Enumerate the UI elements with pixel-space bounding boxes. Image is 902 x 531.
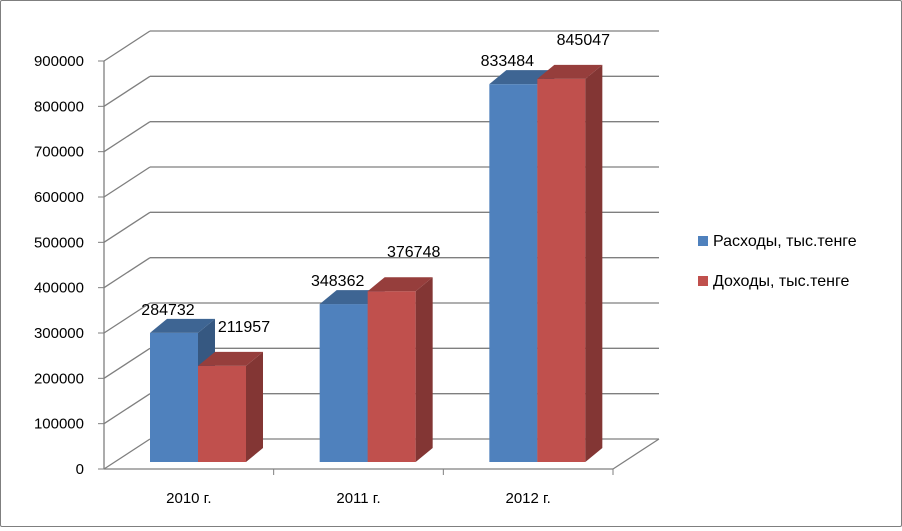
bar-side-1 xyxy=(585,64,603,463)
bar-top-0 xyxy=(150,318,215,333)
x-tick-label: 2010 г. xyxy=(166,490,211,507)
data-label: 845047 xyxy=(557,32,610,49)
y-tick-label: 400000 xyxy=(34,280,84,297)
x-tick-label: 2011 г. xyxy=(336,490,380,507)
y-tick-label: 800000 xyxy=(34,98,84,115)
bar-front-1 xyxy=(367,291,416,462)
bar-front-0 xyxy=(319,304,368,462)
data-label: 284732 xyxy=(141,302,194,319)
gridline-side xyxy=(103,166,151,198)
data-label: 833484 xyxy=(481,53,534,70)
y-tick-label: 700000 xyxy=(34,144,84,161)
y-tick-label: 100000 xyxy=(34,416,84,433)
bar-top-1 xyxy=(537,64,603,79)
gridline-side xyxy=(103,121,151,153)
y-tick-label: 200000 xyxy=(34,370,84,387)
y-tick-label: 0 xyxy=(76,461,84,478)
legend-label: Расходы, тыс.тенге xyxy=(713,233,857,250)
bar-front-1 xyxy=(537,78,586,463)
gridline-side xyxy=(103,30,151,62)
gridline-side xyxy=(103,211,151,243)
data-label: 211957 xyxy=(218,319,270,336)
legend-swatch xyxy=(698,276,708,286)
y-tick-label: 500000 xyxy=(34,234,84,251)
floor-right-edge xyxy=(612,438,660,470)
bar-front-0 xyxy=(150,332,198,462)
legend-label: Доходы, тыс.тенге xyxy=(713,273,849,290)
data-label: 376748 xyxy=(387,244,440,261)
bar-front-0 xyxy=(489,84,538,462)
x-tick-label: 2012 г. xyxy=(505,490,550,507)
gridline-side xyxy=(103,347,151,379)
data-label: 348362 xyxy=(311,273,364,290)
gridline-side xyxy=(103,438,151,470)
gridline-side xyxy=(103,302,151,334)
bar-top-1 xyxy=(367,277,433,292)
bar-side-1 xyxy=(415,277,433,462)
gridline-side xyxy=(103,257,151,289)
bar-top-1 xyxy=(198,351,263,366)
y-tick-label: 600000 xyxy=(34,189,84,206)
bar-front-1 xyxy=(198,365,246,462)
y-tick-label: 900000 xyxy=(34,53,84,70)
gridline-side xyxy=(103,75,151,107)
y-tick-label: 300000 xyxy=(34,325,84,342)
gridline-side xyxy=(103,393,151,425)
bar-side-1 xyxy=(246,351,263,462)
legend-swatch xyxy=(698,236,708,246)
